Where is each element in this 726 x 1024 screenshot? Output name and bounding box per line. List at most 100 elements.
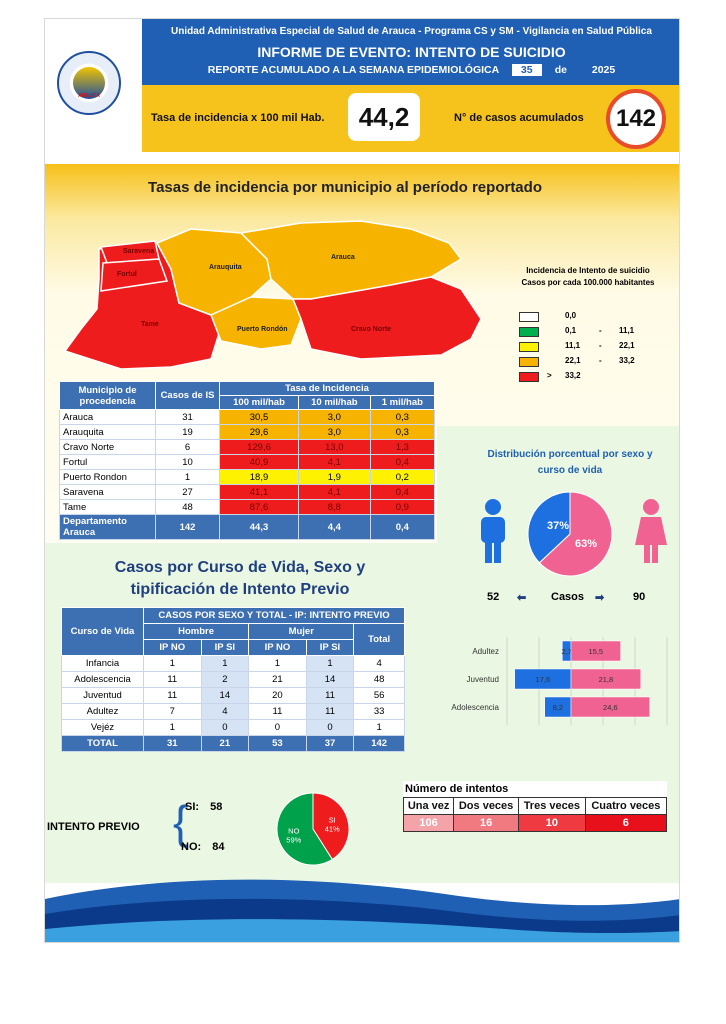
pyramid-data-label: 2,7: [561, 647, 571, 656]
previo-si-label: SI:: [185, 801, 200, 813]
pyramid-data-label: 8,2: [553, 703, 563, 712]
th-mujer: Mujer: [248, 623, 355, 640]
cell-una-vez: 106: [402, 814, 455, 832]
th-group: CASOS POR SEXO Y TOTAL - IP: INTENTO PRE…: [143, 607, 405, 624]
pyramid-bar: [570, 696, 650, 718]
map-region-arauquita: [155, 228, 272, 316]
cell-curso: TOTAL: [61, 735, 144, 752]
table-total-row: TOTAL 31 21 53 37 142: [61, 735, 405, 752]
cell-dos-veces: 16: [453, 814, 519, 832]
cell-t1: 0,9: [369, 499, 436, 515]
table-row: Arauca 31 30,5 3,0 0,3: [59, 409, 436, 425]
cell-t1: 0,2: [369, 469, 436, 485]
cell-hn: 31: [143, 735, 202, 752]
legend-title-2: Casos por cada 100.000 habitantes: [521, 278, 655, 287]
cell-mun: Departamento Arauca: [59, 514, 156, 540]
th-h-ipno: IP NO: [143, 639, 202, 656]
cell-mun: Cravo Norte: [59, 439, 156, 455]
cell-hs: 0: [200, 719, 250, 736]
th-casos: Casos de IS: [155, 381, 220, 410]
cell-mun: Arauca: [59, 409, 156, 425]
kpi-bar: Tasa de incidencia x 100 mil Hab. 44,2 N…: [142, 85, 679, 152]
legend-to: 22,1: [619, 341, 635, 350]
cell-t10: 4,4: [298, 514, 371, 540]
previo-no-label: NO:: [181, 841, 202, 853]
cell-hn: 1: [143, 655, 202, 672]
cell-curso: Vejéz: [61, 719, 144, 736]
legend-swatch: [519, 357, 539, 367]
cell-t100: 18,9: [218, 469, 300, 485]
cell-total: 142: [353, 735, 405, 752]
map-region-puerto-rondon: [210, 296, 302, 350]
pyramid-cats: Adultez Juventud Adolescencia: [451, 647, 499, 712]
pyramid-category-label: Adolescencia: [451, 703, 499, 712]
cell-curso: Infancia: [61, 655, 144, 672]
pyramid-ticks: -20,0 -10,0 0,0 10,0 20,0 30,0: [498, 730, 675, 731]
previo-pie-label: 41%: [325, 824, 340, 833]
cell-ms: 1: [305, 655, 355, 672]
cell-t10: 4,1: [298, 484, 371, 500]
previo-pie-label: 59%: [286, 836, 301, 845]
legend-from: 0,1: [565, 326, 577, 335]
cell-t10: 3,0: [298, 424, 371, 440]
th-una-vez: Una vez: [402, 797, 455, 815]
cell-mun: Fortul: [59, 454, 156, 470]
de-label: de: [554, 64, 567, 76]
cell-mun: Arauquita: [59, 424, 156, 440]
incidence-table: Municipio de procedencia Casos de IS Tas…: [59, 381, 436, 540]
pie-female-label: 63%: [575, 538, 597, 550]
legend-from: 0,0: [565, 311, 577, 320]
previo-no: NO: 84: [181, 841, 224, 853]
table-row: Tame 48 87,6 8,8 0,9: [59, 499, 436, 515]
map-region-cravo-norte: [291, 276, 482, 360]
previo-pie-slices: [276, 792, 350, 866]
intentos-title: Número de intentos: [403, 781, 667, 797]
header-banner: Unidad Administrativa Especial de Salud …: [142, 19, 679, 85]
previo-si-value: 58: [210, 801, 223, 813]
cell-tres-veces: 10: [517, 814, 586, 832]
sex-pie-slices: [527, 491, 613, 577]
male-cases: 52: [487, 591, 500, 603]
cell-mn: 20: [248, 687, 307, 704]
map-label-puerto-rondon: Puerto Rondón: [237, 326, 288, 333]
cell-t1: 0,3: [369, 424, 436, 440]
arrow-left-icon: ⬅: [517, 592, 527, 604]
cell-t1: 1,3: [369, 439, 436, 455]
cell-hn: 11: [143, 687, 202, 704]
curso-vida-title: Casos por Curso de Vida, Sexo y tipifica…: [75, 557, 405, 601]
logo: ARAUCA: [57, 51, 121, 115]
cell-mn: 1: [248, 655, 307, 672]
cell-mn: 0: [248, 719, 307, 736]
report-title: INFORME DE EVENTO: INTENTO DE SUICIDIO: [257, 44, 566, 60]
legend-to: 33,2: [619, 356, 635, 365]
intento-previo-label: INTENTO PREVIO: [47, 821, 140, 833]
cell-t100: 29,6: [218, 424, 300, 440]
cell-curso: Adultez: [61, 703, 144, 720]
th-tres-veces: Tres veces: [517, 797, 586, 815]
cell-ms: 14: [305, 671, 355, 688]
map-label-fortul: Fortul: [117, 271, 137, 278]
logo-emblem: [73, 67, 105, 99]
th-dos-veces: Dos veces: [453, 797, 519, 815]
cell-curso: Juventud: [61, 687, 144, 704]
pyramid-tick-label: 30,0: [659, 730, 675, 731]
sex-pie-chart: 37% 63%: [527, 491, 613, 577]
logo-text: ARAUCA: [78, 93, 100, 99]
pyramid-bar: [570, 640, 621, 662]
brace-icon: {: [173, 796, 189, 848]
curso-vida-table: Curso de Vida CASOS POR SEXO Y TOTAL - I…: [61, 607, 405, 752]
cell-hn: 11: [143, 671, 202, 688]
cell-ms: 0: [305, 719, 355, 736]
table-row: Vejéz 1 0 0 0 1: [61, 719, 405, 736]
report-subtitle-line: REPORTE ACUMULADO A LA SEMANA EPIDEMIOLÓ…: [142, 64, 679, 76]
table-row: Juventud 11 14 20 11 56: [61, 687, 405, 704]
cell-casos: 142: [155, 514, 220, 540]
legend-dash: -: [599, 356, 602, 365]
cell-total: 56: [353, 687, 405, 704]
cell-ms: 11: [305, 687, 355, 704]
pyramid-category-label: Adultez: [472, 647, 499, 656]
cell-mun: Saravena: [59, 484, 156, 500]
pyramid-bar: [570, 668, 642, 690]
cell-t100: 30,5: [218, 409, 300, 425]
cell-total: 48: [353, 671, 405, 688]
